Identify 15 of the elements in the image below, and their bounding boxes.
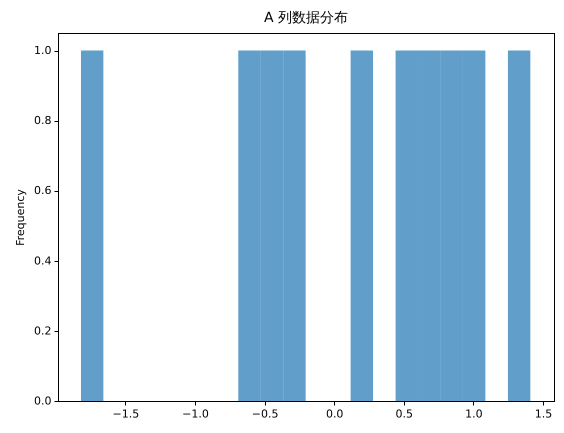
y-tick-label: 0.8 (34, 114, 52, 128)
x-tick-label: −1.0 (182, 408, 209, 420)
x-tick-label: 0.0 (326, 408, 344, 420)
x-tick-label: −0.5 (252, 408, 278, 420)
y-tick-label: 0.0 (34, 394, 52, 408)
chart-title: A 列数据分布 (264, 10, 348, 26)
y-axis-title: Frequency (14, 188, 28, 246)
y-tick-label: 0.2 (34, 324, 52, 338)
x-tick-label: 1.5 (534, 408, 552, 420)
y-tick-label: 0.4 (34, 254, 52, 268)
y-tick-label: 1.0 (34, 44, 52, 58)
x-tick-label: −1.5 (112, 408, 140, 420)
y-tick-label: 0.6 (34, 184, 52, 198)
x-tick-label: 1.0 (465, 408, 483, 420)
x-tick-label: 0.5 (396, 408, 414, 420)
